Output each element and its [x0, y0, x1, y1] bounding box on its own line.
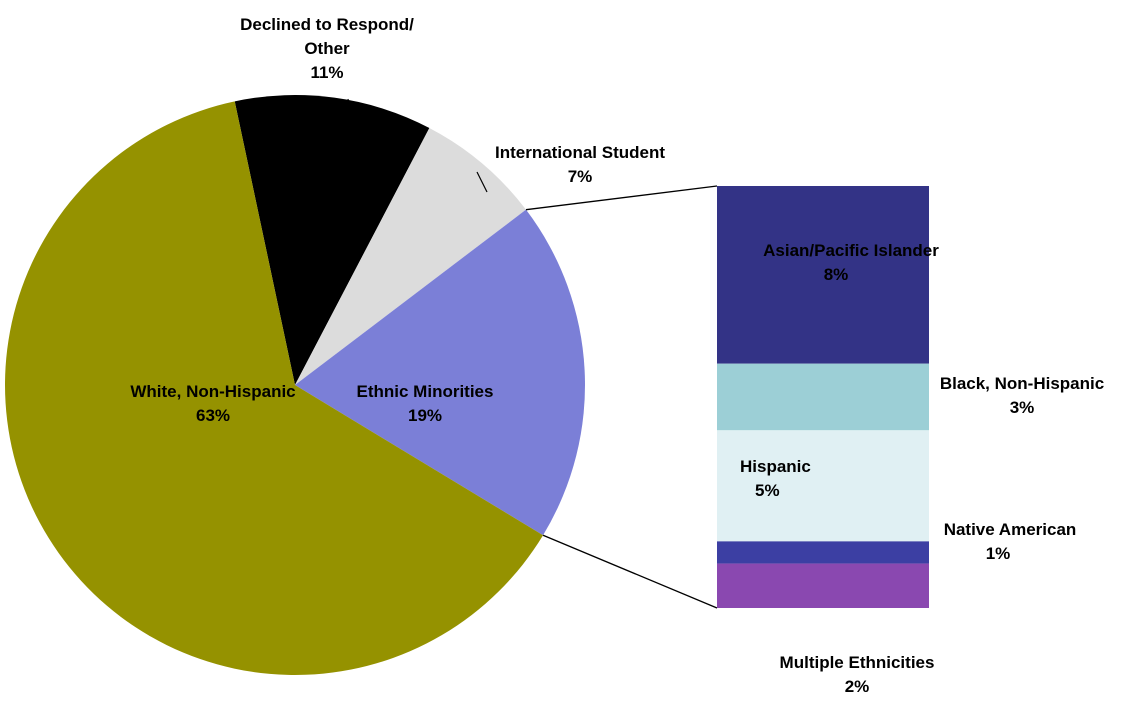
- segment-native-american-label: Native American: [944, 520, 1077, 539]
- segment-hispanic-label: Hispanic: [740, 457, 811, 476]
- slice-international-student-label: International Student: [495, 143, 665, 162]
- slice-white-non-hispanic-label: White, Non-Hispanic: [130, 382, 295, 401]
- connector-line-top: [525, 185, 718, 211]
- pie-slice-international-student: [295, 128, 526, 385]
- bar-segment-asian-pacific-islander: [717, 186, 929, 364]
- segment-multiple-ethnicities-value-label: 2%: [845, 677, 870, 696]
- bar-segment-hispanic: [717, 430, 929, 542]
- slice-ethnic-minorities-label: Ethnic Minorities: [357, 382, 494, 401]
- segment-multiple-ethnicities-label: Multiple Ethnicities: [780, 653, 935, 672]
- pie-slice-declined-to-respond-other: [234, 95, 430, 386]
- slice-declined-to-respond-other-value-label: 11%: [310, 63, 343, 82]
- slice-declined-to-respond-other-label: Other: [304, 39, 350, 58]
- segment-black-non-hispanic-value-label: 3%: [1010, 398, 1035, 417]
- leader-line-international: [476, 171, 488, 193]
- slice-ethnic-minorities-value-label: 19%: [408, 406, 442, 425]
- connector-line-bottom: [542, 534, 718, 609]
- data-labels: Declined to Respond/Other 11% Internationa…: [130, 15, 1104, 696]
- slice-white-non-hispanic-value-label: 63%: [196, 406, 230, 425]
- leader-line-declined: [347, 98, 354, 124]
- breakdown-bar: [717, 186, 929, 608]
- bar-segment-native-american: [717, 541, 929, 564]
- pie-slice-white-non-hispanic: [5, 101, 544, 676]
- pie: [5, 95, 586, 676]
- slice-international-student-value-label: 7%: [568, 167, 593, 186]
- slice-declined-to-respond-other-label: Declined to Respond/: [240, 15, 414, 34]
- segment-black-non-hispanic-label: Black, Non-Hispanic: [940, 374, 1104, 393]
- segment-asian-pacific-islander-label: Asian/Pacific Islander: [763, 241, 939, 260]
- segment-native-american-value-label: 1%: [986, 544, 1011, 563]
- pie-slice-ethnic-minorities: [295, 209, 586, 536]
- bar-segment-black-non-hispanic: [717, 363, 929, 431]
- segment-hispanic-value-label: 5%: [755, 481, 780, 500]
- bar-segment-multiple-ethnicities: [717, 563, 929, 608]
- leader-lines: [347, 98, 488, 193]
- segment-asian-pacific-islander-value-label: 8%: [824, 265, 849, 284]
- connector-lines: [525, 185, 718, 609]
